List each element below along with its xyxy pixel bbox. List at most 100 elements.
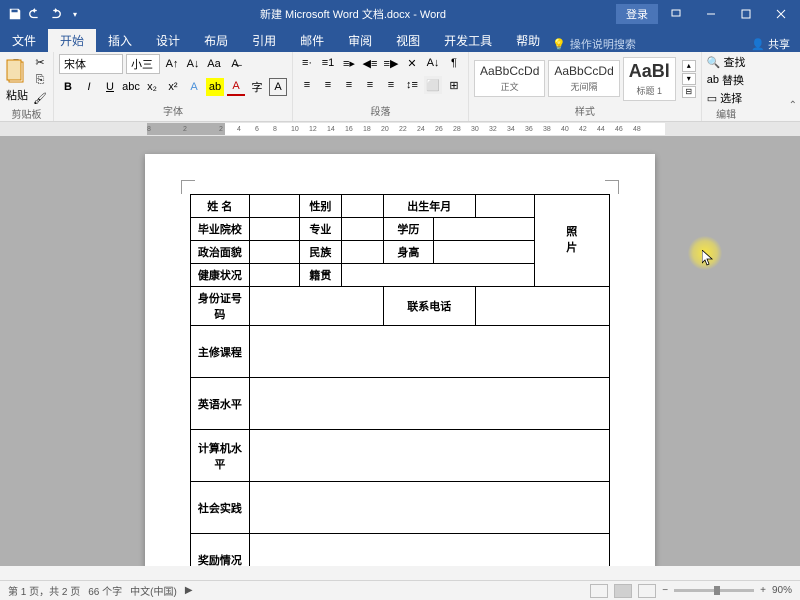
numbering-icon[interactable]: ≡1 xyxy=(319,54,337,72)
qat-dropdown-icon[interactable]: ▾ xyxy=(66,5,84,23)
web-layout-icon[interactable] xyxy=(638,584,656,598)
cell-school[interactable]: 毕业院校 xyxy=(191,218,250,241)
table-row[interactable]: 计算机水平 xyxy=(191,430,610,482)
redo-icon[interactable] xyxy=(46,5,64,23)
align-center-icon[interactable]: ≡ xyxy=(319,76,337,94)
styles-down-icon[interactable]: ▾ xyxy=(682,73,696,85)
cell-ethnic[interactable]: 民族 xyxy=(299,241,341,264)
tab-developer[interactable]: 开发工具 xyxy=(432,29,504,52)
cell[interactable] xyxy=(249,534,609,567)
tab-review[interactable]: 审阅 xyxy=(336,29,384,52)
cell[interactable] xyxy=(249,430,609,482)
replace-button[interactable]: ab替换 xyxy=(707,72,744,88)
minimize-icon[interactable] xyxy=(694,0,728,28)
maximize-icon[interactable] xyxy=(729,0,763,28)
phonetic-guide-icon[interactable]: 字 xyxy=(248,78,266,96)
strikethrough-button[interactable]: abc xyxy=(122,78,140,96)
justify-icon[interactable]: ≡ xyxy=(361,76,379,94)
borders-icon[interactable]: ⊞ xyxy=(445,76,463,94)
tab-design[interactable]: 设计 xyxy=(144,29,192,52)
cell[interactable] xyxy=(249,195,299,218)
status-words[interactable]: 66 个字 xyxy=(88,583,122,598)
font-size-select[interactable] xyxy=(126,54,160,74)
italic-button[interactable]: I xyxy=(80,78,98,96)
style-nospacing[interactable]: AaBbCcDd 无间隔 xyxy=(548,60,619,97)
ribbon-options-icon[interactable] xyxy=(659,0,693,28)
shrink-font-icon[interactable]: A↓ xyxy=(184,55,202,73)
table-row[interactable]: 社会实践 xyxy=(191,482,610,534)
subscript-button[interactable]: x₂ xyxy=(143,78,161,96)
cell[interactable] xyxy=(475,287,609,326)
show-marks-icon[interactable]: ¶ xyxy=(445,54,463,72)
format-painter-icon[interactable]: 🖌 xyxy=(32,90,48,106)
align-right-icon[interactable]: ≡ xyxy=(340,76,358,94)
undo-icon[interactable] xyxy=(26,5,44,23)
cell[interactable] xyxy=(249,326,609,378)
superscript-button[interactable]: x² xyxy=(164,78,182,96)
change-case-icon[interactable]: Aa xyxy=(205,55,223,73)
tell-me[interactable]: 💡 操作说明搜索 xyxy=(552,36,636,52)
font-color-icon[interactable]: A xyxy=(227,78,245,96)
tab-insert[interactable]: 插入 xyxy=(96,29,144,52)
table-row[interactable]: 奖励情况 xyxy=(191,534,610,567)
cell-gender[interactable]: 性别 xyxy=(299,195,341,218)
table-row[interactable]: 英语水平 xyxy=(191,378,610,430)
cell-phone[interactable]: 联系电话 xyxy=(383,287,475,326)
copy-icon[interactable]: ⎘ xyxy=(32,72,48,88)
tab-references[interactable]: 引用 xyxy=(240,29,288,52)
cell[interactable] xyxy=(341,218,383,241)
login-button[interactable]: 登录 xyxy=(616,4,658,24)
cell[interactable] xyxy=(249,264,299,287)
grow-font-icon[interactable]: A↑ xyxy=(163,55,181,73)
line-spacing-icon[interactable]: ↕≡ xyxy=(403,76,421,94)
style-heading1[interactable]: AaBl 标题 1 xyxy=(623,57,676,101)
share-button[interactable]: 👤 共享 xyxy=(751,36,790,52)
tab-home[interactable]: 开始 xyxy=(48,29,96,52)
zoom-slider[interactable] xyxy=(674,589,754,592)
cut-icon[interactable]: ✂ xyxy=(32,54,48,70)
cell[interactable] xyxy=(341,264,534,287)
styles-more-icon[interactable]: ⊟ xyxy=(682,86,696,98)
status-page[interactable]: 第 1 页，共 2 页 xyxy=(8,583,80,598)
text-effects-icon[interactable]: A xyxy=(185,78,203,96)
multilevel-icon[interactable]: ≡▸ xyxy=(340,54,358,72)
char-border-icon[interactable]: A xyxy=(269,78,287,96)
table-row[interactable]: 主修课程 xyxy=(191,326,610,378)
tab-help[interactable]: 帮助 xyxy=(504,29,552,52)
highlight-icon[interactable]: ab xyxy=(206,78,224,96)
cell[interactable] xyxy=(249,218,299,241)
cell[interactable] xyxy=(341,241,383,264)
cell-name[interactable]: 姓 名 xyxy=(191,195,250,218)
cell-height[interactable]: 身高 xyxy=(383,241,433,264)
cell-photo[interactable]: 照片 xyxy=(534,195,609,287)
tab-view[interactable]: 视图 xyxy=(384,29,432,52)
print-layout-icon[interactable] xyxy=(614,584,632,598)
zoom-in-icon[interactable]: + xyxy=(760,585,766,596)
asian-layout-icon[interactable]: ✕ xyxy=(403,54,421,72)
bullets-icon[interactable]: ≡· xyxy=(298,54,316,72)
select-button[interactable]: ▭选择 xyxy=(707,90,742,106)
horizontal-ruler[interactable]: 8224681012141618202224262830323436384042… xyxy=(0,122,800,136)
shading-icon[interactable]: ⬜ xyxy=(424,76,442,94)
paste-button[interactable]: 粘贴 xyxy=(5,58,29,103)
cell-computer[interactable]: 计算机水平 xyxy=(191,430,250,482)
cell-awards[interactable]: 奖励情况 xyxy=(191,534,250,567)
cell[interactable] xyxy=(433,241,534,264)
distribute-icon[interactable]: ≡ xyxy=(382,76,400,94)
macro-icon[interactable]: ▶ xyxy=(185,585,193,596)
zoom-out-icon[interactable]: − xyxy=(662,585,668,596)
cell-english[interactable]: 英语水平 xyxy=(191,378,250,430)
align-left-icon[interactable]: ≡ xyxy=(298,76,316,94)
cell-idno[interactable]: 身份证号码 xyxy=(191,287,250,326)
cell[interactable] xyxy=(475,195,534,218)
cell-health[interactable]: 健康状况 xyxy=(191,264,250,287)
zoom-level[interactable]: 90% xyxy=(772,585,792,596)
cell[interactable] xyxy=(249,378,609,430)
save-icon[interactable] xyxy=(6,5,24,23)
cell[interactable] xyxy=(249,287,383,326)
cell[interactable] xyxy=(341,195,383,218)
cell-major[interactable]: 专业 xyxy=(299,218,341,241)
cell-practice[interactable]: 社会实践 xyxy=(191,482,250,534)
cell-politics[interactable]: 政治面貌 xyxy=(191,241,250,264)
document-area[interactable]: 姓 名 性别 出生年月 照片 毕业院校 专业 学历 政治面貌 民族 身高 健康状… xyxy=(0,136,800,566)
